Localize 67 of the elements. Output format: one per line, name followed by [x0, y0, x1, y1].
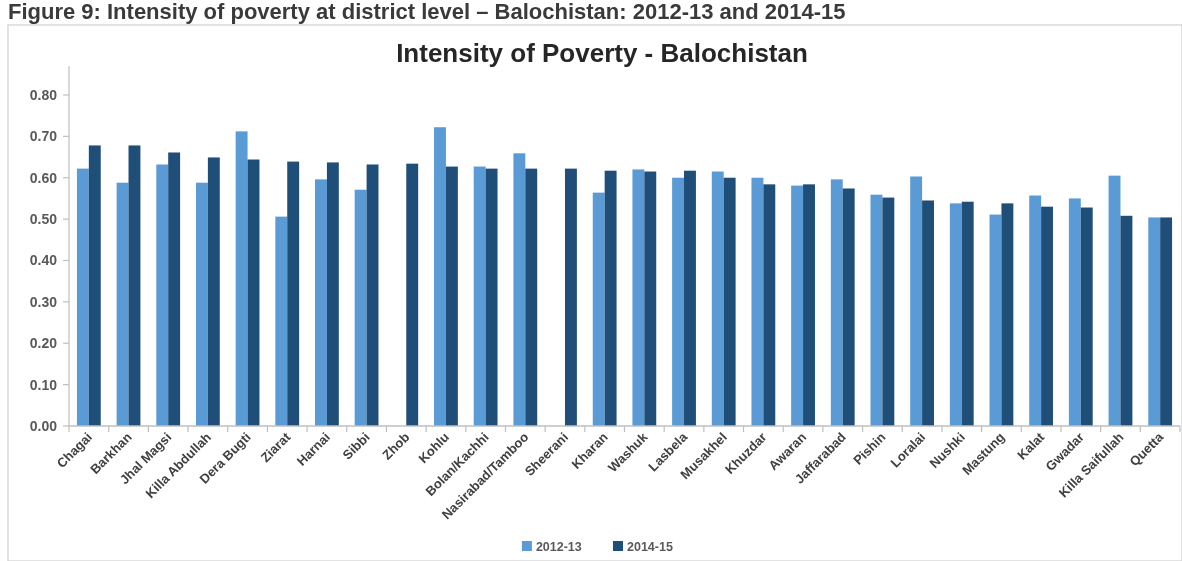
- bar: [711, 171, 724, 426]
- y-tick-label: 0.30: [29, 293, 58, 310]
- bar: [525, 168, 538, 426]
- bar: [287, 161, 300, 426]
- bar: [870, 194, 883, 426]
- bar: [1148, 217, 1161, 426]
- y-tick-label: 0.70: [29, 128, 58, 145]
- y-tick-label: 0.50: [29, 211, 58, 228]
- legend-label: 2014-15: [627, 540, 673, 554]
- bar: [989, 214, 1002, 426]
- y-tick-label: 0.10: [29, 376, 58, 393]
- bar: [910, 176, 923, 426]
- bar: [116, 182, 129, 426]
- bar: [1160, 217, 1173, 426]
- bar: [564, 168, 577, 426]
- bar: [592, 192, 605, 426]
- bar: [235, 131, 248, 426]
- bar: [128, 145, 141, 426]
- bar: [922, 200, 934, 426]
- bar: [961, 201, 974, 426]
- bar: [195, 182, 208, 426]
- y-tick-label: 0.00: [29, 418, 58, 434]
- bar: [406, 163, 419, 426]
- bar: [354, 189, 367, 426]
- bar: [763, 184, 776, 426]
- bar: [672, 177, 685, 426]
- bar: [1080, 207, 1093, 426]
- bar: [684, 170, 696, 426]
- bar: [156, 164, 169, 426]
- bar: [315, 179, 327, 426]
- y-tick-label: 0.40: [29, 252, 58, 269]
- bar: [751, 177, 764, 426]
- bar: [473, 166, 486, 426]
- bar: [1001, 203, 1014, 426]
- bar: [842, 188, 855, 426]
- caption: Figure 9: Intensity of poverty at district level – Balochistan: 2012-13 and 2014-15: [8, 0, 846, 24]
- bar: [168, 152, 181, 426]
- bar: [1041, 206, 1054, 426]
- bar: [632, 169, 645, 426]
- y-tick-label: 0.80: [29, 86, 58, 103]
- bar: [445, 166, 458, 426]
- bar: [247, 159, 260, 426]
- bar: [644, 171, 657, 426]
- bar: [949, 203, 962, 426]
- bar: [1029, 195, 1042, 426]
- bar: [882, 197, 895, 426]
- bar: [207, 157, 220, 426]
- y-tick-label: 0.20: [29, 335, 58, 352]
- bar: [326, 162, 339, 426]
- bar: [723, 177, 736, 426]
- bar: [275, 216, 288, 426]
- bar: [513, 153, 526, 426]
- bar: [830, 179, 843, 426]
- legend-label: 2012-13: [535, 540, 582, 554]
- bar: [604, 170, 617, 426]
- bar: [791, 185, 804, 426]
- bar: [1120, 215, 1133, 426]
- bar: [76, 168, 89, 426]
- bar: [434, 127, 446, 426]
- bar: [1108, 175, 1121, 426]
- chart-title: Intensity of Poverty - Balochistan: [396, 38, 808, 68]
- bar: [366, 164, 379, 426]
- bar: [485, 168, 498, 426]
- bar: [88, 145, 101, 426]
- bar: [1068, 198, 1081, 426]
- y-tick-label: 0.60: [29, 169, 58, 186]
- bar: [803, 184, 815, 426]
